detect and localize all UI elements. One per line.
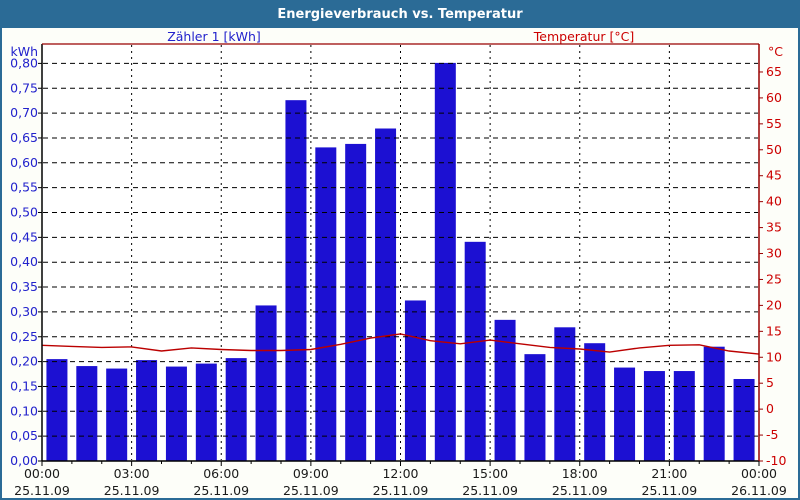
right-tick-label: 40 bbox=[766, 194, 782, 209]
chart-title: Energieverbrauch vs. Temperatur bbox=[277, 7, 523, 22]
energy-bar bbox=[285, 100, 307, 461]
energy-bar bbox=[345, 143, 367, 461]
left-tick-label: 0,45 bbox=[10, 229, 38, 244]
x-tick-date: 25.11.09 bbox=[193, 483, 249, 498]
right-tick-label: 30 bbox=[766, 246, 782, 261]
right-tick-label: 10 bbox=[766, 349, 782, 364]
left-tick-label: 0,25 bbox=[10, 329, 38, 344]
x-tick-time: 09:00 bbox=[293, 466, 329, 481]
x-tick-date: 25.11.09 bbox=[14, 483, 70, 498]
left-tick-label: 0,75 bbox=[10, 80, 38, 95]
energy-bar bbox=[46, 359, 68, 461]
x-tick-time: 18:00 bbox=[562, 466, 598, 481]
x-tick-date: 25.11.09 bbox=[283, 483, 339, 498]
energy-bar bbox=[225, 358, 247, 461]
left-tick-label: 0,80 bbox=[10, 55, 38, 70]
energy-bar bbox=[255, 305, 277, 461]
energy-bar bbox=[614, 367, 636, 461]
right-tick-label: 65 bbox=[766, 64, 782, 79]
energy-bar bbox=[165, 366, 187, 461]
left-tick-label: 0,40 bbox=[10, 254, 38, 269]
left-tick-label: 0,10 bbox=[10, 403, 38, 418]
right-tick-label: 60 bbox=[766, 90, 782, 105]
left-tick-label: 0,65 bbox=[10, 130, 38, 145]
energy-bar bbox=[673, 371, 695, 461]
energy-bar bbox=[643, 371, 665, 461]
energy-bar bbox=[195, 363, 217, 461]
x-tick-date: 25.11.09 bbox=[462, 483, 518, 498]
x-tick-date: 25.11.09 bbox=[104, 483, 160, 498]
legend-energy-series: Zähler 1 [kWh] bbox=[167, 29, 261, 44]
x-tick-time: 06:00 bbox=[203, 466, 239, 481]
x-tick-date: 25.11.09 bbox=[552, 483, 608, 498]
right-tick-label: 5 bbox=[766, 375, 774, 390]
chart-title-bar: Energieverbrauch vs. Temperatur bbox=[2, 2, 798, 28]
left-tick-label: 0,50 bbox=[10, 205, 38, 220]
left-tick-label: 0,00 bbox=[10, 453, 38, 468]
right-tick-label: 20 bbox=[766, 297, 782, 312]
temperature-line bbox=[41, 333, 760, 355]
x-tick-date: 25.11.09 bbox=[642, 483, 698, 498]
x-tick-time: 00:00 bbox=[24, 466, 60, 481]
energy-bar bbox=[375, 128, 397, 461]
energy-bar bbox=[494, 319, 516, 461]
energy-bar bbox=[404, 300, 426, 461]
left-tick-label: 0,05 bbox=[10, 428, 38, 443]
energy-bar bbox=[733, 378, 755, 461]
x-tick-time: 12:00 bbox=[382, 466, 418, 481]
right-tick-label: 50 bbox=[766, 142, 782, 157]
left-tick-label: 0,30 bbox=[10, 304, 38, 319]
right-tick-label: 0 bbox=[766, 401, 774, 416]
right-tick-label: 25 bbox=[766, 271, 782, 286]
left-tick-label: 0,15 bbox=[10, 378, 38, 393]
x-tick-time: 21:00 bbox=[651, 466, 687, 481]
right-tick-label: 45 bbox=[766, 168, 782, 183]
energy-bar bbox=[464, 241, 486, 461]
left-tick-label: 0,60 bbox=[10, 155, 38, 170]
x-tick-time: 15:00 bbox=[472, 466, 508, 481]
left-tick-label: 0,35 bbox=[10, 279, 38, 294]
x-tick-date: 26.11.09 bbox=[731, 483, 787, 498]
energy-bar bbox=[315, 147, 337, 461]
energy-bar bbox=[106, 368, 128, 461]
x-tick-time: 03:00 bbox=[114, 466, 150, 481]
x-tick-time: 00:00 bbox=[741, 466, 777, 481]
right-tick-label: -5 bbox=[766, 427, 778, 442]
energy-bar bbox=[136, 360, 158, 461]
legend-temperature-series: Temperatur [°C] bbox=[533, 29, 635, 44]
right-tick-label: -10 bbox=[766, 453, 786, 468]
right-tick-label: 55 bbox=[766, 116, 782, 131]
right-tick-label: 35 bbox=[766, 220, 782, 235]
right-tick-label: 15 bbox=[766, 323, 782, 338]
energy-bar bbox=[703, 346, 725, 461]
left-tick-label: 0,70 bbox=[10, 105, 38, 120]
energy-bar bbox=[584, 343, 606, 461]
x-tick-date: 25.11.09 bbox=[373, 483, 429, 498]
right-axis-unit: °C bbox=[768, 44, 783, 59]
energy-bar bbox=[554, 327, 576, 461]
left-tick-label: 0,55 bbox=[10, 180, 38, 195]
energy-bar bbox=[524, 354, 546, 461]
left-tick-label: 0,20 bbox=[10, 354, 38, 369]
left-axis-unit: kWh bbox=[10, 44, 38, 59]
energy-bar bbox=[76, 366, 98, 461]
